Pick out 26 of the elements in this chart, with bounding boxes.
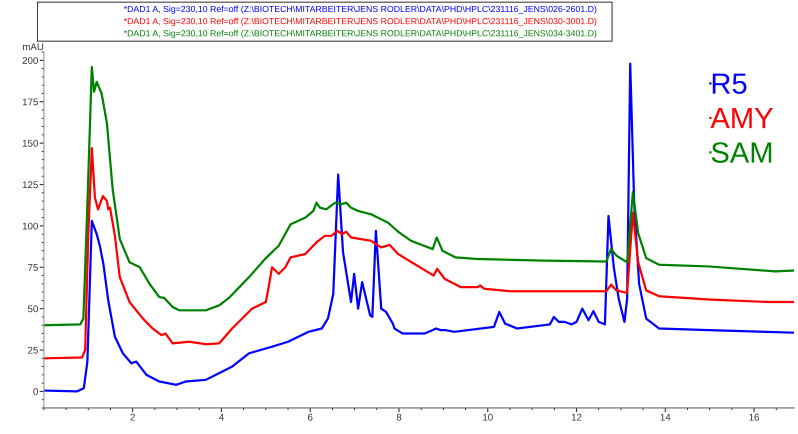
x-tick-label: 8 [396,414,402,421]
y-tick-label: 50 [28,305,38,312]
x-tick-label: 6 [308,414,312,421]
y-tick-label: 125 [22,181,38,188]
text: *DAD1 A, Sig=230,10 Ref=off (Z:\BIOTECH\MITARBEITER\JENS RODLER\DATA\PHD\HPLC\231116_JENS\026-2601.D) [124,6,596,14]
y-tick-label: 25 [28,346,38,354]
legend-label: SAM [712,142,772,163]
x-tick-label: 2 [130,414,135,421]
x-tick-label: 16 [749,414,760,421]
y-axis-title: mAU [22,43,44,50]
line-series [44,62,794,393]
legend-label: AMY [710,108,773,128]
x-tick-label: 10 [483,414,493,421]
x-tick-label: 4 [218,414,224,421]
legend-label: R5 [712,74,746,94]
y-tick-label: 75 [28,264,38,271]
y-tick-label: 0 [33,388,38,396]
text: *DAD1 A, Sig=230,10 Ref=off (Z:\BIOTECH\MITARBEITER\JENS RODLER\DATA\PHD\HPLC\231116_JENS\034-3401.D) [124,30,596,38]
y-tick-label: 200 [22,57,38,64]
x-tick-label: 12 [572,414,582,421]
y-tick-label: 100 [22,222,38,230]
text: *DAD1 A, Sig=230,10 Ref=off (Z:\BIOTECH\MITARBEITER\JENS RODLER\DATA\PHD\HPLC\231116_JENS\030-3001.D) [124,18,596,26]
y-tick-label: 175 [22,98,38,106]
x-tick-label: 14 [660,414,670,421]
y-tick-label: 150 [22,140,38,147]
line-series [44,66,794,326]
